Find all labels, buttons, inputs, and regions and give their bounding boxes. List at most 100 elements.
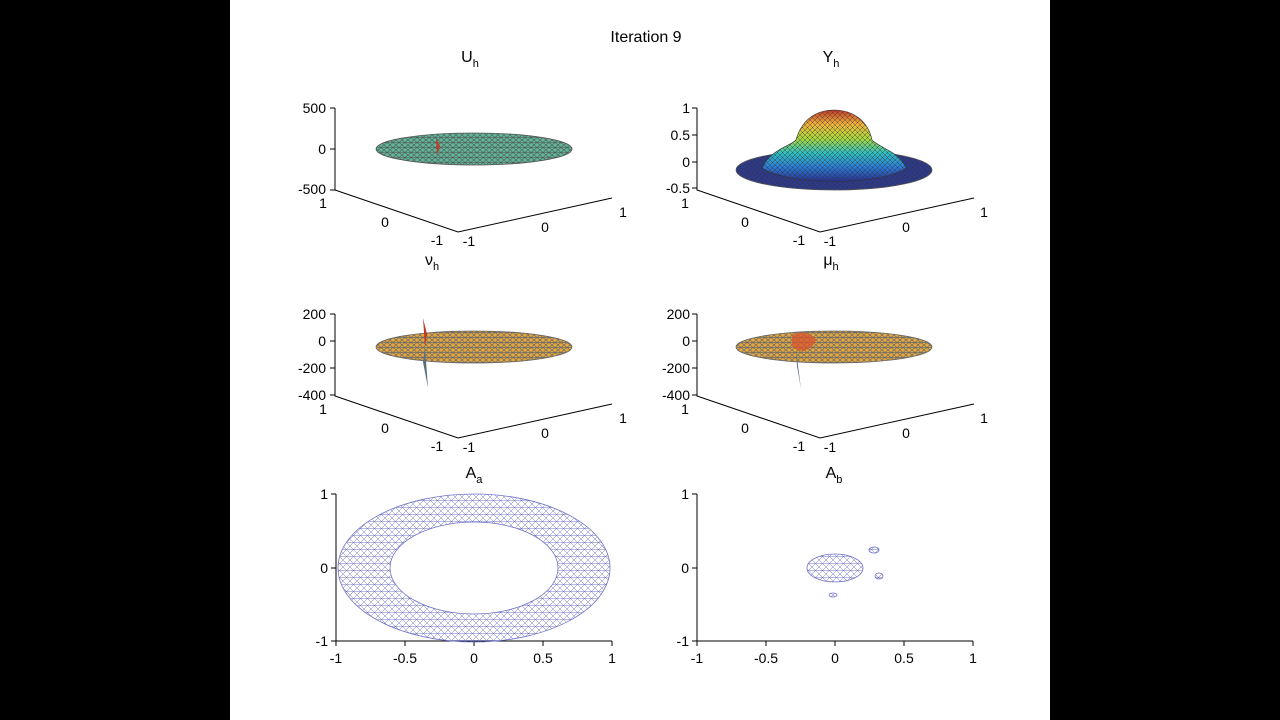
title-sub: h [833, 58, 839, 70]
y-tick: 0 [381, 420, 389, 436]
y-tick: 1 [681, 195, 689, 211]
y-tick: 1 [319, 195, 327, 211]
z-ticks-marks [692, 313, 697, 396]
y-tick: -1 [793, 232, 806, 248]
surface-disk [375, 330, 573, 364]
y-tick: -1 [316, 633, 329, 649]
z-tick: -200 [298, 360, 326, 376]
y-tick: 1 [681, 486, 689, 502]
x-tick: 0 [541, 425, 549, 441]
z-ticks-marks [330, 313, 335, 396]
title-sub: h [473, 58, 479, 70]
surface-disk [735, 330, 933, 364]
panel-title: Uh [461, 49, 479, 70]
x-tick: 0 [831, 650, 839, 666]
z-tick: 200 [667, 306, 691, 322]
y-tick: 1 [319, 401, 327, 417]
surface-spike-down [796, 350, 801, 389]
y-tick: 1 [320, 486, 328, 502]
x-tick: -1 [824, 439, 837, 455]
z-tick: -400 [298, 387, 326, 403]
x-tick: 1 [608, 650, 616, 666]
panel-u-h: Uh 500 0 -500 1 0 -1 -1 0 1 [298, 49, 627, 249]
z-tick: 500 [303, 100, 327, 116]
title-main: A [826, 465, 837, 482]
mesh-blob [874, 572, 884, 580]
z-tick: -0.5 [666, 180, 690, 196]
mesh-annulus [337, 493, 611, 643]
y-tick: 1 [681, 401, 689, 417]
z-tick: 1 [682, 100, 690, 116]
y-tick: -1 [431, 232, 444, 248]
z-ticks-marks [692, 107, 697, 189]
x-tick: -1 [463, 439, 476, 455]
title-sub: h [433, 261, 439, 273]
panel-title: μh [823, 252, 838, 273]
title-main: U [461, 49, 473, 66]
y-tick: 0 [320, 560, 328, 576]
title-main: Y [823, 49, 834, 66]
mesh-blob [806, 553, 864, 583]
z-tick: -500 [298, 181, 326, 197]
y-tick: -1 [793, 438, 806, 454]
axis-frame [334, 108, 613, 233]
z-tick: 0 [318, 333, 326, 349]
tick-marks [331, 493, 613, 646]
title-main: μ [823, 252, 832, 269]
panel-title: Aa [466, 465, 484, 486]
y-tick: 0 [741, 214, 749, 230]
surface-spike-up [423, 318, 427, 347]
x-tick: 0 [470, 650, 478, 666]
x-tick: 1 [969, 650, 977, 666]
title-main: ν [425, 252, 433, 269]
axis-frame [696, 314, 975, 439]
x-tick: 1 [980, 204, 988, 220]
z-ticks-marks [330, 107, 335, 191]
title-sub: a [476, 474, 483, 486]
x-tick: 0 [902, 219, 910, 235]
y-tick: 0 [381, 214, 389, 230]
title-sub: b [836, 474, 842, 486]
x-tick: -0.5 [754, 650, 778, 666]
x-tick: 1 [619, 410, 627, 426]
surface-dome-mesh [762, 110, 906, 182]
z-tick: 200 [303, 306, 327, 322]
tick-marks [692, 493, 974, 646]
x-tick: -1 [824, 233, 837, 249]
y-tick: -1 [677, 633, 690, 649]
z-tick: 0 [682, 154, 690, 170]
x-tick: -1 [330, 650, 343, 666]
axis-frame [334, 314, 613, 439]
panel-title: Ab [826, 465, 843, 486]
x-tick: 0.5 [533, 650, 553, 666]
y-tick: 0 [681, 560, 689, 576]
y-tick: 0 [741, 420, 749, 436]
x-tick: -0.5 [393, 650, 417, 666]
panel-y-h: Yh 1 0.5 0 -0.5 1 0 -1 -1 0 1 [666, 49, 988, 249]
x-tick: 1 [619, 204, 627, 220]
x-tick: 0 [541, 219, 549, 235]
mesh-blob [828, 592, 838, 598]
z-tick: -400 [662, 387, 690, 403]
z-tick: 0 [318, 141, 326, 157]
y-tick: -1 [431, 438, 444, 454]
z-tick: 0 [682, 333, 690, 349]
panel-a-a: Aa -1 -0.5 0 0.5 1 1 0 -1 [316, 465, 617, 666]
x-tick: -1 [691, 650, 704, 666]
title-sub: h [833, 261, 839, 273]
panel-nu-h: νh 200 0 -200 -400 1 0 -1 -1 0 1 [298, 252, 627, 455]
figure-title: Iteration 9 [610, 29, 681, 46]
z-tick: -200 [662, 360, 690, 376]
surface-disk [375, 132, 573, 166]
panel-a-b: Ab -1 -0.5 0 0.5 1 1 0 -1 [677, 465, 978, 666]
z-tick: 0.5 [671, 127, 691, 143]
panel-mu-h: μh 200 0 -200 -400 1 0 -1 -1 0 1 [662, 252, 988, 455]
title-main: A [466, 465, 477, 482]
x-tick: 0 [902, 425, 910, 441]
panel-title: νh [425, 252, 439, 273]
surface-peak [436, 138, 440, 155]
x-tick: -1 [463, 233, 476, 249]
axis-frame [696, 108, 975, 233]
x-tick: 1 [980, 410, 988, 426]
